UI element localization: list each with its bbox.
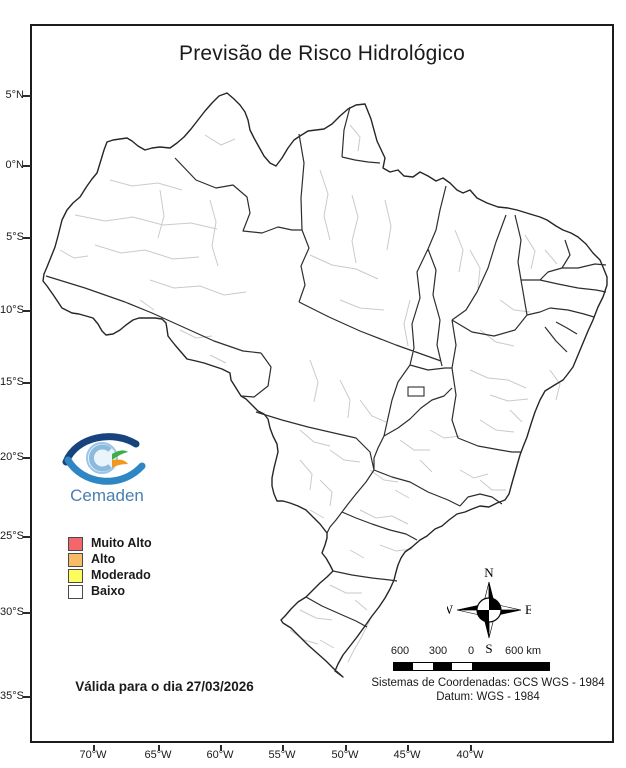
lon-tick bbox=[158, 745, 160, 751]
scale-label-600-left: 600 bbox=[390, 645, 410, 657]
lat-tick bbox=[23, 165, 31, 167]
compass-w-label: W bbox=[447, 602, 454, 617]
lat-label-5s: 5°S bbox=[6, 231, 24, 243]
legend-label: Moderado bbox=[91, 568, 151, 582]
lon-label-40w: 40°W bbox=[456, 749, 484, 761]
lon-label-45w: 45°W bbox=[393, 749, 421, 761]
lon-label-55w: 55°W bbox=[268, 749, 296, 761]
validity-date: Válida para o dia 27/03/2026 bbox=[75, 679, 254, 694]
lat-tick bbox=[23, 612, 31, 614]
scale-bar: 600 300 0 600 km bbox=[390, 645, 557, 677]
lon-tick bbox=[282, 745, 284, 751]
lon-label-50w: 50°W bbox=[331, 749, 359, 761]
scale-label-300: 300 bbox=[428, 645, 448, 657]
country-outline bbox=[42, 92, 608, 678]
lat-label-0n: 0°N bbox=[5, 159, 24, 171]
lat-label-10s: 10°S bbox=[0, 304, 24, 316]
legend-row-muito-alto: Muito Alto bbox=[68, 536, 152, 551]
lat-label-30s: 30°S bbox=[0, 606, 24, 618]
legend-row-alto: Alto bbox=[68, 552, 152, 567]
scale-label-0: 0 bbox=[467, 645, 475, 657]
baixo-swatch bbox=[68, 584, 83, 599]
lon-tick bbox=[345, 745, 347, 751]
legend-label: Baixo bbox=[91, 584, 126, 598]
lon-label-60w: 60°W bbox=[206, 749, 234, 761]
crs-line2: Datum: WGS - 1984 bbox=[436, 690, 540, 703]
compass-e-label: E bbox=[525, 602, 531, 617]
distrito-federal-square bbox=[407, 386, 425, 397]
lat-tick bbox=[23, 310, 31, 312]
cemaden-logo-text: Cemaden bbox=[70, 486, 144, 505]
crs-line1: Sistemas de Coordenadas: GCS WGS - 1984 bbox=[371, 677, 605, 689]
muito-alto-swatch bbox=[68, 536, 83, 551]
scale-bar-segments bbox=[393, 662, 550, 671]
page-title: Previsão de Risco Hidrológico bbox=[179, 42, 465, 65]
lat-label-25s: 25°S bbox=[0, 530, 24, 542]
scale-label-600-km: 600 km bbox=[504, 645, 542, 657]
lon-label-70w: 70°W bbox=[79, 749, 107, 761]
state-borders bbox=[45, 106, 607, 628]
compass-rose-icon: N E S W bbox=[447, 566, 531, 656]
lat-tick bbox=[23, 696, 31, 698]
legend-row-moderado: Moderado bbox=[68, 568, 152, 583]
lat-tick bbox=[23, 457, 31, 459]
lon-tick bbox=[407, 745, 409, 751]
lat-tick bbox=[23, 95, 31, 97]
lon-tick bbox=[220, 745, 222, 751]
lat-label-5n: 5°N bbox=[5, 89, 24, 101]
risk-legend: Muito Alto Alto Moderado Baixo bbox=[68, 536, 152, 600]
lat-tick bbox=[23, 237, 31, 239]
lat-tick bbox=[23, 536, 31, 538]
coordinate-system-note: Sistemas de Coordenadas: GCS WGS - 1984 … bbox=[368, 677, 608, 704]
moderado-swatch bbox=[68, 568, 83, 583]
legend-row-baixo: Baixo bbox=[68, 584, 152, 599]
legend-label: Muito Alto bbox=[91, 536, 152, 550]
lat-tick bbox=[23, 382, 31, 384]
lon-tick bbox=[93, 745, 95, 751]
cemaden-logo-icon bbox=[62, 433, 146, 485]
compass-s-label: S bbox=[485, 641, 492, 656]
compass-n-label: N bbox=[484, 566, 494, 580]
lat-label-35s: 35°S bbox=[0, 690, 24, 702]
alto-swatch bbox=[68, 552, 83, 567]
municipality-borders bbox=[59, 124, 561, 663]
lon-tick bbox=[470, 745, 472, 751]
lon-label-65w: 65°W bbox=[144, 749, 172, 761]
legend-label: Alto bbox=[91, 552, 116, 566]
lat-label-20s: 20°S bbox=[0, 451, 24, 463]
lat-label-15s: 15°S bbox=[0, 376, 24, 388]
